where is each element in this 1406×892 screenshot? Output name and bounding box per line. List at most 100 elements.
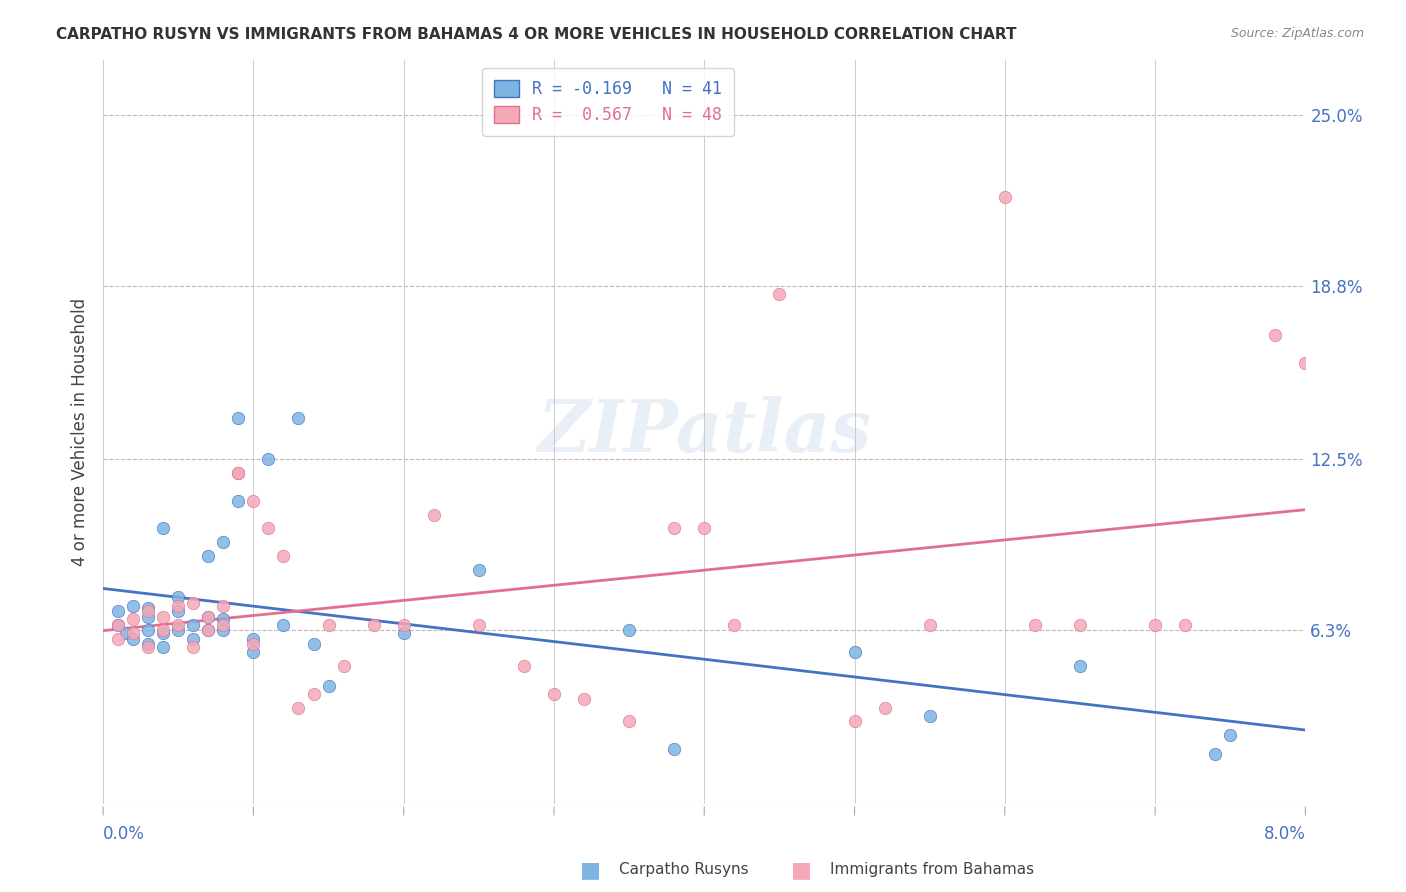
- Point: [181, 632, 204, 646]
- Point: [723, 618, 745, 632]
- Point: [212, 535, 235, 549]
- Point: [212, 618, 235, 632]
- Point: [212, 612, 235, 626]
- Y-axis label: 4 or more Vehicles in Household: 4 or more Vehicles in Household: [72, 298, 89, 566]
- Point: [1069, 618, 1091, 632]
- Point: [152, 609, 174, 624]
- Point: [1069, 659, 1091, 673]
- Point: [167, 591, 190, 605]
- Point: [1219, 728, 1241, 742]
- Point: [197, 624, 219, 638]
- Point: [136, 604, 159, 618]
- Point: [242, 632, 264, 646]
- Point: [257, 521, 280, 535]
- Point: [844, 645, 866, 659]
- Point: [212, 624, 235, 638]
- Point: [468, 563, 491, 577]
- Point: [273, 618, 295, 632]
- Point: [768, 287, 790, 301]
- Point: [302, 637, 325, 651]
- Point: [114, 626, 136, 640]
- Point: [918, 618, 941, 632]
- Point: [197, 609, 219, 624]
- Point: [423, 508, 446, 522]
- Point: [617, 714, 640, 729]
- Point: [273, 549, 295, 563]
- Point: [1294, 356, 1316, 370]
- Point: [543, 687, 565, 701]
- Point: [197, 549, 219, 563]
- Text: ■: ■: [792, 860, 811, 880]
- Point: [1174, 618, 1197, 632]
- Text: Carpatho Rusyns: Carpatho Rusyns: [619, 863, 748, 877]
- Point: [107, 618, 129, 632]
- Point: [107, 618, 129, 632]
- Point: [228, 466, 250, 480]
- Point: [918, 709, 941, 723]
- Point: [152, 640, 174, 654]
- Point: [136, 624, 159, 638]
- Point: [152, 626, 174, 640]
- Point: [318, 618, 340, 632]
- Text: 0.0%: 0.0%: [103, 825, 145, 843]
- Point: [181, 618, 204, 632]
- Point: [122, 599, 145, 613]
- Point: [392, 626, 415, 640]
- Point: [257, 452, 280, 467]
- Point: [181, 596, 204, 610]
- Point: [212, 599, 235, 613]
- Point: [181, 640, 204, 654]
- Point: [167, 599, 190, 613]
- Text: CARPATHO RUSYN VS IMMIGRANTS FROM BAHAMAS 4 OR MORE VEHICLES IN HOUSEHOLD CORREL: CARPATHO RUSYN VS IMMIGRANTS FROM BAHAMA…: [56, 27, 1017, 42]
- Point: [167, 604, 190, 618]
- Point: [167, 624, 190, 638]
- Point: [122, 632, 145, 646]
- Text: ZIPatlas: ZIPatlas: [537, 396, 872, 467]
- Point: [136, 640, 159, 654]
- Point: [197, 624, 219, 638]
- Point: [167, 618, 190, 632]
- Point: [1264, 328, 1286, 343]
- Point: [107, 604, 129, 618]
- Point: [1144, 618, 1167, 632]
- Point: [228, 466, 250, 480]
- Point: [136, 601, 159, 615]
- Point: [363, 618, 385, 632]
- Point: [152, 521, 174, 535]
- Point: [122, 626, 145, 640]
- Point: [332, 659, 354, 673]
- Point: [122, 612, 145, 626]
- Point: [136, 609, 159, 624]
- Point: [136, 637, 159, 651]
- Point: [513, 659, 536, 673]
- Point: [242, 645, 264, 659]
- Point: [873, 700, 896, 714]
- Point: [287, 411, 309, 425]
- Point: [693, 521, 716, 535]
- Text: Source: ZipAtlas.com: Source: ZipAtlas.com: [1230, 27, 1364, 40]
- Point: [287, 700, 309, 714]
- Point: [318, 679, 340, 693]
- Point: [572, 692, 595, 706]
- Text: Immigrants from Bahamas: Immigrants from Bahamas: [830, 863, 1033, 877]
- Point: [197, 609, 219, 624]
- Point: [228, 411, 250, 425]
- Text: 8.0%: 8.0%: [1264, 825, 1305, 843]
- Point: [664, 742, 686, 756]
- Point: [152, 624, 174, 638]
- Point: [468, 618, 491, 632]
- Point: [994, 190, 1017, 204]
- Text: ■: ■: [581, 860, 600, 880]
- Point: [228, 493, 250, 508]
- Point: [844, 714, 866, 729]
- Point: [107, 632, 129, 646]
- Point: [1024, 618, 1046, 632]
- Point: [242, 493, 264, 508]
- Legend: R = -0.169   N = 41, R =  0.567   N = 48: R = -0.169 N = 41, R = 0.567 N = 48: [482, 68, 734, 136]
- Point: [617, 624, 640, 638]
- Point: [392, 618, 415, 632]
- Point: [1204, 747, 1226, 762]
- Point: [302, 687, 325, 701]
- Point: [664, 521, 686, 535]
- Point: [242, 637, 264, 651]
